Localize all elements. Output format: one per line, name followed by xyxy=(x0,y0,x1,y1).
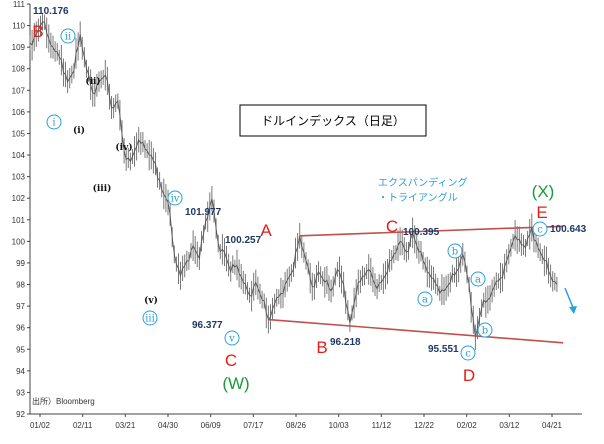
trendline-lower xyxy=(268,318,564,344)
y-tick-label: 108 xyxy=(12,65,26,74)
wave-circle-circle xyxy=(60,28,76,44)
wave-circle-circle xyxy=(417,291,433,307)
wave-circle-label: ii xyxy=(65,32,71,43)
price-label: 100.395 xyxy=(403,227,440,238)
y-tick-label: 94 xyxy=(16,367,25,376)
chart-title: ドルインデックス（日足） xyxy=(261,113,405,128)
price-label: 101.977 xyxy=(185,207,222,218)
wave-circle-label: b xyxy=(482,326,488,337)
wave-label-paren: (iv) xyxy=(115,142,132,153)
price-label-high: 110.176 xyxy=(33,6,69,17)
x-tick-label: 06/09 xyxy=(201,421,222,430)
wave-circle-circle xyxy=(46,114,62,130)
wave-label-major: E xyxy=(536,203,547,222)
wave-circle-label: a xyxy=(422,295,428,306)
price-series xyxy=(29,12,558,351)
x-tick-label: 11/12 xyxy=(372,421,392,430)
down-arrow-icon xyxy=(564,287,577,314)
wave-circle-label: a xyxy=(475,275,481,286)
source-note: 出所）Bloomberg xyxy=(32,396,95,406)
axes: 92 93 94 95 96 97 98 99 100 101 102 103 104 105 106 107… xyxy=(12,0,582,430)
wave-circle-circle xyxy=(470,271,486,287)
trendlines xyxy=(268,225,564,344)
price-line xyxy=(29,21,558,338)
wave-circle-circle xyxy=(224,330,240,346)
wave-circle-circle xyxy=(447,243,463,259)
wave-circle-label: b xyxy=(452,247,458,258)
wave-label-degree: (X) xyxy=(532,182,555,201)
price-label: 100.643 xyxy=(550,224,587,235)
y-tick-label: 107 xyxy=(12,86,26,95)
y-tick-label: 105 xyxy=(12,129,26,138)
y-tick-label: 106 xyxy=(12,108,26,117)
x-tick-label: 10/03 xyxy=(329,421,350,430)
wave-circle-label: v xyxy=(228,334,235,345)
wave-label-major: B xyxy=(316,338,327,357)
wave-label-major: C xyxy=(386,217,398,236)
price-label: 95.551 xyxy=(428,344,459,355)
trendline-upper xyxy=(299,225,564,237)
y-tick-label: 98 xyxy=(16,281,25,290)
x-tick-label: 08/26 xyxy=(286,421,307,430)
x-tick-label: 02/02 xyxy=(457,421,478,430)
wave-label-paren: (v) xyxy=(144,295,158,306)
y-tick-label: 104 xyxy=(12,151,26,160)
x-tick-label: 03/12 xyxy=(499,421,520,430)
x-tick-label: 02/11 xyxy=(73,421,93,430)
wave-circle-label: iii xyxy=(145,314,155,325)
title-box xyxy=(239,104,427,137)
wave-circle-circle xyxy=(142,310,158,326)
wave-circle-label: c xyxy=(537,225,543,236)
wave-circle-label: c xyxy=(465,349,471,360)
x-tick-label: 12/22 xyxy=(414,421,435,430)
price-label: 100.257 xyxy=(225,235,262,246)
price-label: 96.218 xyxy=(330,337,361,348)
x-tick-label: 04/21 xyxy=(542,421,563,430)
y-tick-label: 96 xyxy=(16,324,25,333)
annotations: 110.176 101.977 100.257 96.377 96.218 100.395… xyxy=(32,6,586,393)
wave-label-paren: (iii) xyxy=(93,183,112,194)
wave-label-major: A xyxy=(260,221,272,240)
y-tick-label: 97 xyxy=(16,302,25,311)
price-label: 96.377 xyxy=(192,320,223,331)
x-tick-label: 03/21 xyxy=(115,421,136,430)
wave-label-degree: (W) xyxy=(222,374,249,393)
y-tick-label: 99 xyxy=(16,259,25,268)
wave-label-paren: (ii) xyxy=(85,76,100,87)
y-tick-label: 103 xyxy=(12,173,26,182)
wave-circle-circle xyxy=(532,221,548,237)
y-tick-label: 92 xyxy=(16,410,25,419)
y-tick-label: 95 xyxy=(16,345,25,354)
y-tick-label: 111 xyxy=(13,0,26,9)
y-tick-label: 110 xyxy=(12,22,25,31)
x-tick-label: 07/17 xyxy=(243,421,264,430)
wave-circle-label: iv xyxy=(171,194,180,205)
wave-circle-circle xyxy=(477,322,493,338)
x-tick-label: 01/02 xyxy=(30,421,51,430)
wave-label-major: B xyxy=(32,22,43,41)
wave-circle-circle xyxy=(167,190,183,206)
x-tick-label: 04/30 xyxy=(158,421,179,430)
y-tick-label: 100 xyxy=(12,237,26,246)
wave-label-major: C xyxy=(225,351,237,370)
y-tick-label: 93 xyxy=(16,388,25,397)
y-tick-label: 109 xyxy=(12,43,26,52)
wave-label-major: D xyxy=(463,366,475,385)
y-tick-label: 101 xyxy=(12,216,26,225)
triangle-note-line-1: エクスパンディング xyxy=(378,176,468,189)
wave-circle-circle xyxy=(460,345,476,361)
wave-circle-label: i xyxy=(52,118,55,129)
y-tick-label: 102 xyxy=(12,194,26,203)
wave-label-paren: (i) xyxy=(73,125,85,136)
triangle-note-line-2: ・トライアングル xyxy=(378,191,458,204)
